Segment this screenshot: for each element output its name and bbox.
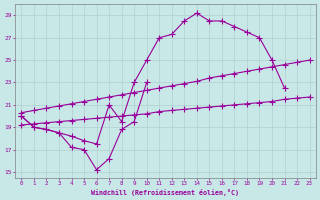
X-axis label: Windchill (Refroidissement éolien,°C): Windchill (Refroidissement éolien,°C) — [92, 189, 239, 196]
